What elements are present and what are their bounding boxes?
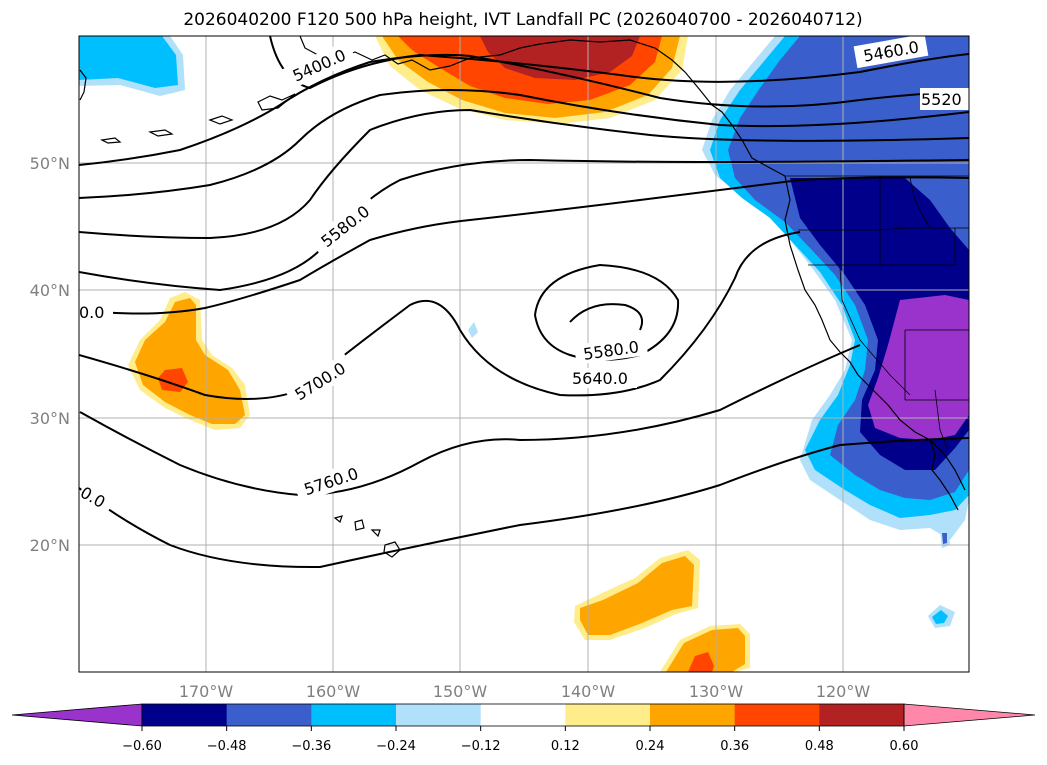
lon-label-150w: 150°W [433, 682, 488, 701]
colorbar-extend-low [11, 703, 143, 727]
height-contours [79, 36, 969, 569]
colorbar-tick-label: 0.36 [720, 739, 749, 754]
colorbar-swatch [565, 704, 651, 726]
lat-label-40n: 40°N [30, 281, 70, 300]
negative-ivt-shading [79, 36, 969, 628]
colorbar-tick-label: −0.36 [291, 739, 331, 754]
lat-label-50n: 50°N [30, 154, 70, 173]
colorbar: −0.60 −0.48 −0.36 −0.24 −0.12 0.12 0.24 0.36 0.4… [11, 703, 1036, 754]
map-title: 2026040200 F120 500 hPa height, IVT Land… [183, 10, 862, 30]
colorbar-swatch [396, 704, 482, 726]
lon-label-130w: 130°W [689, 682, 744, 701]
colorbar-tick-label: 0.12 [551, 739, 580, 754]
lat-label-30n: 30°N [30, 409, 70, 428]
state-borders [785, 175, 969, 451]
lat-label-20n: 20°N [30, 536, 70, 555]
colorbar-tick-label: −0.24 [376, 739, 416, 754]
colorbar-swatch [819, 704, 905, 726]
latitude-labels: 50°N 40°N 30°N 20°N [30, 154, 70, 555]
lon-label-170w: 170°W [179, 682, 234, 701]
colorbar-tick-label: −0.12 [461, 739, 501, 754]
colorbar-swatch [226, 704, 312, 726]
colorbar-swatch [311, 704, 397, 726]
colorbar-ticks: −0.60 −0.48 −0.36 −0.24 −0.12 0.12 0.24 0.36 0.4… [122, 726, 918, 754]
contour-label-left-cut: 0.0 [79, 303, 104, 322]
colorbar-tick-label: 0.24 [636, 739, 665, 754]
colorbar-swatch [734, 704, 820, 726]
contour-label-5640: 5640.0 [572, 369, 628, 388]
coastlines [79, 36, 966, 558]
colorbar-tick-label: −0.48 [207, 739, 247, 754]
colorbar-swatch [480, 704, 566, 726]
lon-label-160w: 160°W [306, 682, 361, 701]
colorbar-extend-high [903, 703, 1036, 727]
colorbar-tick-label: 0.48 [805, 739, 834, 754]
colorbar-tick-label: −0.60 [122, 739, 162, 754]
lon-label-140w: 140°W [561, 682, 616, 701]
colorbar-swatches [11, 703, 1036, 727]
map-frame [78, 35, 970, 673]
longitude-labels: 170°W 160°W 150°W 140°W 130°W 120°W [179, 682, 871, 701]
map-area: 5400.0 5460.0 5520 5580.0 5580.0 5640.0 … [79, 36, 969, 672]
colorbar-swatch [650, 704, 736, 726]
colorbar-swatch [142, 704, 228, 726]
lon-label-120w: 120°W [816, 682, 871, 701]
colorbar-frame [141, 703, 905, 727]
colorbar-tick-label: 0.60 [890, 739, 919, 754]
contour-label-5520: 5520 [921, 90, 962, 109]
